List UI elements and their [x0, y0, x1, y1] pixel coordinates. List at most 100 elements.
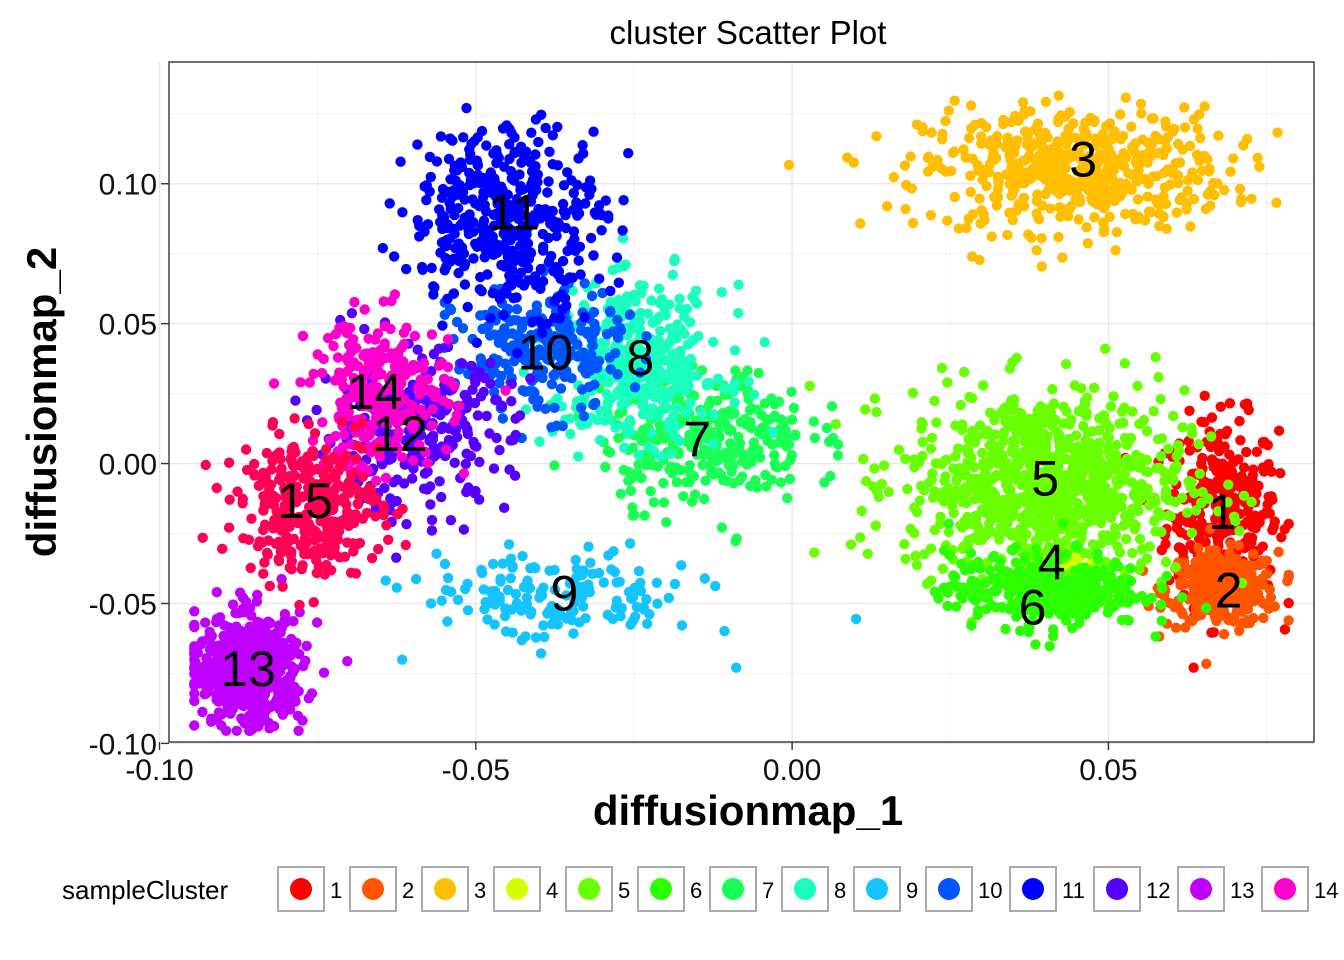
data-point	[914, 495, 925, 506]
data-point	[998, 436, 1009, 447]
data-point	[458, 524, 470, 535]
data-point	[1095, 568, 1106, 579]
data-point	[1176, 592, 1188, 603]
data-point	[918, 485, 930, 496]
data-point	[708, 409, 720, 420]
data-point	[459, 389, 470, 401]
data-point	[1037, 596, 1049, 607]
data-point	[966, 512, 978, 523]
data-point	[975, 218, 986, 229]
data-point	[1221, 425, 1233, 437]
data-point	[573, 451, 584, 462]
data-point	[784, 473, 796, 485]
data-point	[1204, 523, 1216, 535]
data-point	[1182, 507, 1193, 518]
data-point	[1237, 617, 1248, 629]
data-point	[737, 471, 748, 482]
data-point	[1121, 614, 1133, 625]
data-point	[1087, 539, 1099, 550]
data-point	[505, 573, 516, 584]
data-point	[1053, 116, 1064, 128]
data-point	[969, 473, 980, 485]
data-point	[1160, 116, 1171, 127]
data-point	[769, 458, 781, 469]
data-point	[281, 614, 292, 625]
data-point	[648, 445, 660, 457]
data-point	[939, 455, 950, 467]
data-point	[509, 470, 521, 481]
data-point	[1025, 106, 1036, 117]
data-point	[605, 305, 616, 317]
data-point	[998, 118, 1009, 130]
data-point	[551, 261, 562, 273]
data-point	[1153, 134, 1165, 145]
data-point	[1102, 441, 1114, 452]
data-point	[518, 366, 529, 378]
data-point	[475, 310, 486, 321]
data-point	[1060, 486, 1072, 497]
data-point	[725, 447, 736, 458]
data-point	[639, 510, 650, 521]
data-point	[377, 242, 388, 254]
data-point	[1186, 428, 1198, 439]
data-point	[627, 510, 639, 521]
data-point	[561, 337, 572, 348]
data-point	[1013, 115, 1024, 126]
data-point	[450, 425, 461, 436]
data-point	[942, 215, 953, 226]
data-point	[1069, 463, 1080, 475]
data-point	[475, 391, 487, 402]
data-point	[254, 698, 265, 709]
data-point	[196, 672, 207, 684]
data-point	[932, 154, 943, 166]
data-point	[577, 140, 588, 151]
data-point	[926, 474, 937, 485]
data-point	[667, 325, 679, 336]
data-point	[533, 395, 544, 406]
data-point	[1200, 602, 1212, 614]
data-point	[500, 385, 511, 396]
data-point	[534, 436, 545, 447]
data-point	[448, 223, 459, 235]
data-point	[1036, 450, 1048, 461]
data-point	[1246, 193, 1257, 204]
data-point	[234, 587, 246, 598]
data-point	[693, 330, 704, 342]
data-point	[612, 369, 623, 380]
data-point	[517, 550, 528, 562]
data-point	[1148, 406, 1159, 417]
data-point	[1158, 590, 1170, 602]
data-point	[1283, 615, 1294, 626]
data-point	[1066, 200, 1077, 211]
data-point	[1157, 582, 1168, 594]
data-point	[986, 231, 997, 242]
data-point	[869, 463, 880, 474]
data-point	[1264, 584, 1276, 595]
data-point	[1241, 133, 1253, 145]
data-point	[311, 617, 323, 628]
data-point	[1061, 406, 1072, 417]
data-point	[660, 309, 671, 321]
data-point	[1132, 380, 1143, 392]
data-point	[1184, 615, 1195, 626]
data-point	[436, 595, 447, 606]
data-point	[1053, 90, 1064, 101]
data-point	[961, 222, 972, 234]
data-point	[1036, 261, 1048, 272]
data-point	[980, 604, 992, 615]
data-point	[535, 263, 546, 275]
data-point	[504, 247, 516, 259]
data-point	[1110, 245, 1121, 256]
data-point	[1224, 398, 1236, 409]
data-point	[586, 290, 598, 302]
data-point	[978, 461, 989, 472]
data-point	[579, 312, 590, 323]
data-point	[487, 287, 498, 299]
data-point	[1177, 144, 1188, 155]
data-point	[615, 611, 626, 622]
data-point	[1071, 485, 1082, 496]
data-point	[456, 242, 468, 253]
data-point	[647, 317, 658, 328]
data-point	[530, 632, 542, 643]
data-point	[510, 230, 521, 241]
